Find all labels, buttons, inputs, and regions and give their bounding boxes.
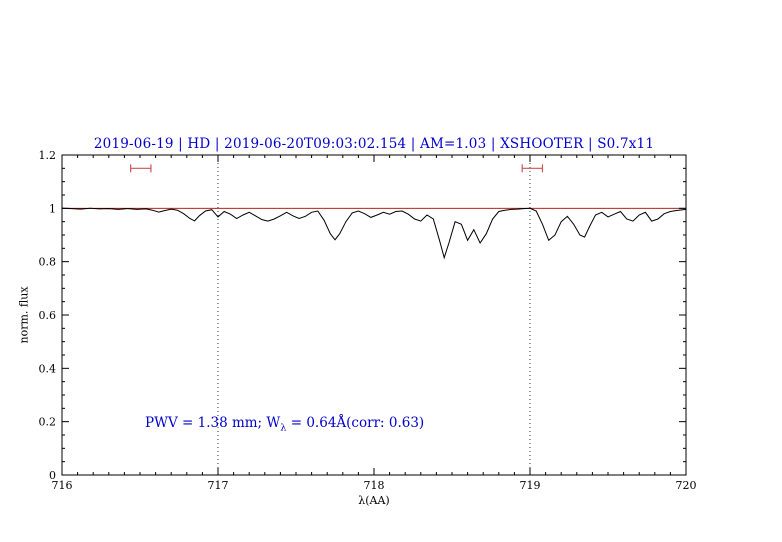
x-tick-label: 716 bbox=[52, 479, 73, 492]
y-tick-label: 0.6 bbox=[39, 309, 57, 322]
y-tick-label: 0.8 bbox=[39, 256, 57, 269]
y-tick-label: 1.2 bbox=[39, 149, 57, 162]
x-tick-label: 720 bbox=[676, 479, 697, 492]
y-axis-label: norm. flux bbox=[17, 286, 31, 344]
x-axis-label: λ(AA) bbox=[358, 494, 390, 507]
plot-title: 2019-06-19 | HD | 2019-06-20T09:03:02.15… bbox=[93, 136, 655, 152]
x-tick-label: 717 bbox=[208, 479, 229, 492]
x-tick-label: 719 bbox=[520, 479, 541, 492]
y-tick-label: 1 bbox=[49, 202, 56, 215]
x-tick-label: 718 bbox=[364, 479, 385, 492]
spectrum-line bbox=[61, 207, 687, 260]
y-tick-label: 0 bbox=[49, 469, 56, 482]
y-tick-label: 0.4 bbox=[39, 362, 57, 375]
pwv-annotation-post: = 0.64Å(corr: 0.63) bbox=[286, 415, 425, 431]
y-tick-label: 0.2 bbox=[39, 416, 57, 429]
pwv-annotation-sub: λ bbox=[280, 422, 287, 434]
pwv-annotation-pre: PWV = 1.38 mm; W bbox=[145, 415, 281, 431]
pwv-annotation: PWV = 1.38 mm; Wλ = 0.64Å(corr: 0.63) bbox=[145, 415, 424, 434]
